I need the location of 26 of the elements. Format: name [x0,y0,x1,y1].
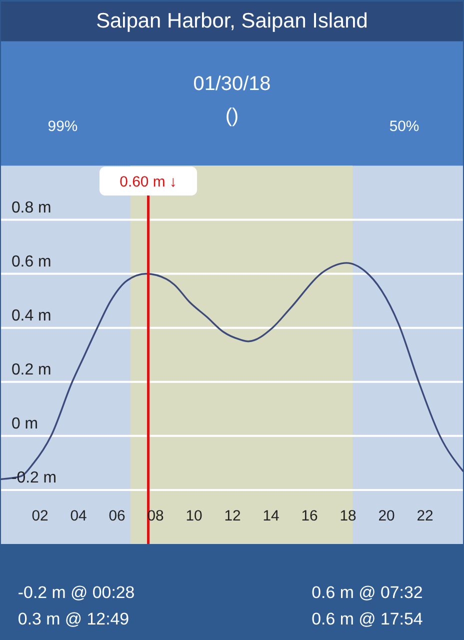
x-tick-label: 18 [340,508,356,525]
text: 0.6 m @ 07:32 [312,582,423,602]
x-tick-label: 20 [378,508,395,525]
y-tick-label: 0.6 m [11,253,52,270]
text: 50% [389,118,420,135]
x-tick-label: 16 [301,508,318,525]
x-tick-label: 22 [416,508,434,525]
text: () [225,104,239,127]
x-tick-label: 02 [32,508,48,525]
y-tick-label: 0.8 m [11,199,52,216]
y-tick-label: 0.4 m [11,307,52,324]
chart-subtitle: 01/30/18 [193,72,271,95]
x-tick-label: 14 [262,508,280,525]
text: 0.6 m @ 17:54 [312,610,423,629]
text: -0.2 m @ 00:28 [18,582,135,602]
y-tick-label: -0.2 m [11,470,57,487]
y-tick-label: 0.2 m [11,361,52,378]
x-tick-label: 12 [224,508,241,525]
chart-title: Saipan Harbor, Saipan Island [96,9,368,32]
text: 99% [48,118,78,135]
x-tick-label: 10 [186,508,202,525]
ref-line-label: 0.60 m ↓ [120,174,177,191]
text: 0.3 m @ 12:49 [18,610,130,629]
x-tick-label: 06 [108,508,126,525]
y-tick-label: 0 m [11,415,38,432]
x-tick-label: 04 [70,508,87,525]
